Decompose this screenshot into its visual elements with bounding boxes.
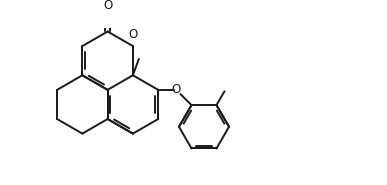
Text: O: O [128, 28, 138, 41]
Text: O: O [171, 83, 181, 96]
Text: O: O [103, 0, 112, 12]
